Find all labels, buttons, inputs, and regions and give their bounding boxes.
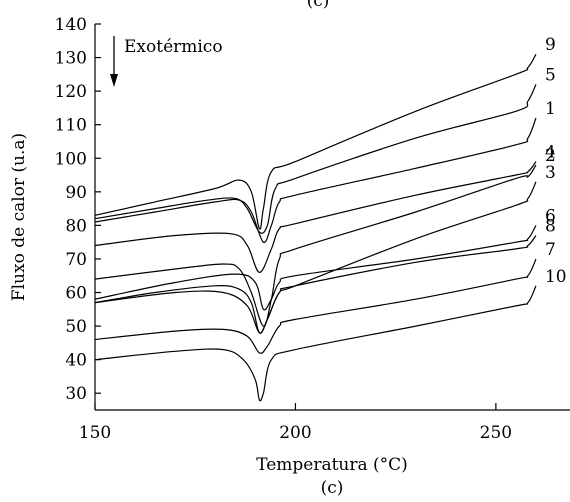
curve-6 bbox=[94, 225, 537, 311]
series-label-3: 3 bbox=[545, 163, 556, 183]
x-ticks: 150 200 250 bbox=[79, 403, 512, 443]
series-labels: 9 5 1 423 68 7 10 bbox=[545, 35, 567, 287]
curve-2 bbox=[94, 164, 537, 327]
series-label-7: 7 bbox=[545, 240, 556, 260]
y-tick-label: 140 bbox=[55, 15, 87, 35]
series-label-8: 8 bbox=[545, 216, 556, 236]
y-tick-label: 110 bbox=[55, 116, 87, 136]
y-tick-label: 30 bbox=[65, 384, 87, 404]
series-label-1: 1 bbox=[545, 99, 556, 119]
curve-4 bbox=[94, 161, 537, 273]
exothermic-label: Exotérmico bbox=[124, 37, 223, 57]
x-tick-label: 250 bbox=[480, 423, 512, 443]
curve-8 bbox=[94, 235, 537, 334]
series-label-2: 2 bbox=[545, 146, 556, 166]
series-label-6: 6 bbox=[545, 206, 556, 226]
y-ticks: 30 40 50 60 70 80 90 100 110 120 130 140 bbox=[55, 15, 101, 404]
y-axis-title: Fluxo de calor (u.a) bbox=[9, 133, 29, 301]
series-label-9: 9 bbox=[545, 35, 556, 55]
y-tick-label: 80 bbox=[65, 216, 87, 236]
panel-label-top: (c) bbox=[307, 0, 330, 11]
y-tick-label: 50 bbox=[65, 317, 87, 337]
y-tick-label: 60 bbox=[65, 284, 87, 304]
y-tick-label: 120 bbox=[55, 82, 87, 102]
series-label-4: 4 bbox=[545, 143, 556, 163]
curve-9 bbox=[94, 53, 537, 230]
curve-3 bbox=[94, 181, 537, 334]
curve-5 bbox=[94, 84, 537, 234]
y-tick-label: 130 bbox=[55, 49, 87, 69]
curves bbox=[94, 53, 537, 402]
x-axis-title: Temperatura (°C) bbox=[256, 455, 408, 475]
y-tick-label: 100 bbox=[55, 149, 87, 169]
panel-label-bottom: (c) bbox=[321, 478, 344, 498]
x-tick-label: 150 bbox=[79, 423, 111, 443]
exothermic-arrow-head bbox=[110, 74, 118, 87]
curve-1 bbox=[94, 117, 537, 243]
y-tick-label: 90 bbox=[65, 183, 87, 203]
exothermic-annotation: Exotérmico bbox=[110, 36, 223, 87]
curve-7 bbox=[94, 258, 537, 354]
axes bbox=[94, 24, 570, 411]
series-label-10: 10 bbox=[545, 267, 567, 287]
x-tick-label: 200 bbox=[279, 423, 311, 443]
curve-10 bbox=[94, 285, 537, 402]
series-label-5: 5 bbox=[545, 65, 556, 85]
y-tick-label: 70 bbox=[65, 250, 87, 270]
y-tick-label: 40 bbox=[65, 351, 87, 371]
